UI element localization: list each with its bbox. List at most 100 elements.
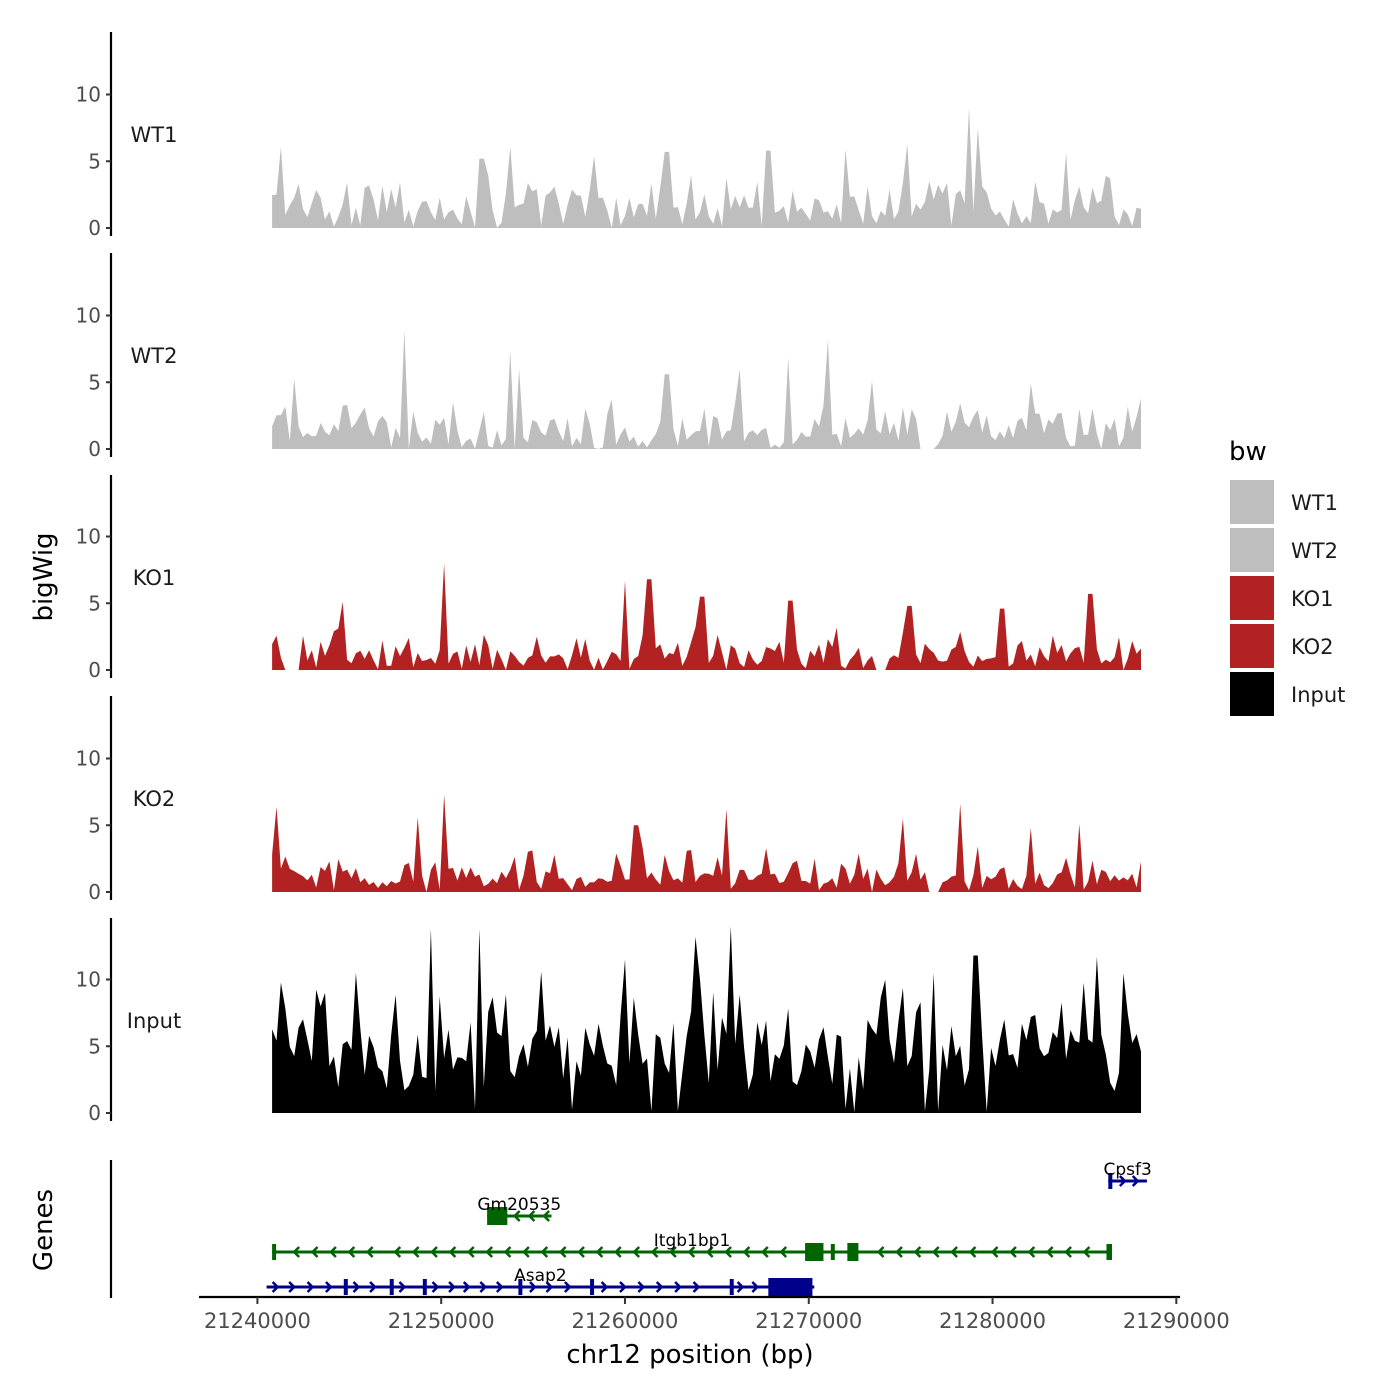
strand-arrow xyxy=(637,1281,646,1293)
gene-exon xyxy=(487,1207,508,1225)
strand-arrow xyxy=(779,1246,788,1258)
track-ko1: 0 5 10 KO1 xyxy=(76,475,1142,682)
gene-exon xyxy=(768,1278,813,1296)
strand-arrow xyxy=(398,1281,407,1293)
y-tick-label: 5 xyxy=(88,370,101,394)
strand-arrow xyxy=(913,1246,922,1258)
track-wt1: 0 5 10 WT1 xyxy=(76,32,1142,240)
y-tick-label: 5 xyxy=(88,591,101,615)
strand-arrow xyxy=(614,1246,622,1258)
strand-arrow xyxy=(479,1281,488,1293)
strand-arrow xyxy=(271,1281,280,1293)
strand-arrow xyxy=(990,1246,999,1258)
gene-exon xyxy=(518,1279,523,1295)
gene-label: Asap2 xyxy=(514,1266,567,1286)
track-label: WT1 xyxy=(131,123,178,147)
strand-arrow xyxy=(1131,1175,1140,1187)
legend-label-wt1: WT1 xyxy=(1291,491,1338,515)
strand-arrow xyxy=(751,1281,760,1293)
strand-arrow xyxy=(687,1246,696,1258)
strand-arrow xyxy=(600,1281,609,1293)
x-tick-label: 21280000 xyxy=(939,1309,1046,1333)
strand-arrow xyxy=(595,1246,604,1258)
x-tick-label: 21270000 xyxy=(755,1309,862,1333)
strand-arrow xyxy=(950,1246,958,1258)
track-label: WT2 xyxy=(131,344,178,368)
y-tick-label: 5 xyxy=(88,813,101,837)
strand-arrow xyxy=(466,1246,475,1258)
x-axis: 21240000 21250000 21260000 21270000 21280000… xyxy=(199,1295,1230,1333)
strand-arrow xyxy=(724,1246,732,1258)
y-tick-label: 5 xyxy=(88,149,101,173)
signal-area-input xyxy=(272,926,1142,1113)
gene-exon xyxy=(343,1279,348,1295)
strand-arrow xyxy=(563,1281,572,1293)
strand-arrow xyxy=(650,1246,659,1258)
gene-exon xyxy=(1108,1173,1113,1189)
y-tick-label: 0 xyxy=(88,437,101,461)
strand-arrow xyxy=(736,1281,745,1293)
strand-arrow xyxy=(1027,1246,1036,1258)
y-tick-label: 0 xyxy=(88,1101,101,1125)
strand-arrow xyxy=(1082,1246,1091,1258)
gene-asap2: Asap2 xyxy=(266,1266,815,1296)
track-label: KO1 xyxy=(133,566,176,590)
y-tick-label: 0 xyxy=(88,658,101,682)
signal-area-wt1 xyxy=(272,107,1142,228)
strand-arrow xyxy=(876,1246,885,1258)
x-tick-label: 21250000 xyxy=(388,1309,495,1333)
x-tick-label: 21290000 xyxy=(1123,1309,1230,1333)
gene-exon xyxy=(590,1279,595,1295)
strand-arrow xyxy=(895,1246,903,1258)
y-axis-title: bigWig xyxy=(29,532,59,621)
gene-exon xyxy=(272,1244,277,1260)
gene-exon xyxy=(729,1279,734,1295)
legend-swatch-input xyxy=(1230,672,1274,716)
strand-arrow xyxy=(527,1210,536,1222)
strand-arrow xyxy=(292,1246,301,1258)
gene-exon xyxy=(422,1279,427,1295)
strand-arrow xyxy=(540,1246,549,1258)
signal-area-wt2 xyxy=(272,330,1142,449)
y-tick-label: 10 xyxy=(76,747,101,771)
y-tick-label: 10 xyxy=(76,83,101,107)
x-tick-label: 21240000 xyxy=(204,1309,311,1333)
strand-arrow xyxy=(431,1281,440,1293)
legend: bw WT1 WT2 KO1 KO2 Input xyxy=(1229,437,1345,716)
y-tick-label: 5 xyxy=(88,1034,101,1058)
gene-track: Cpsf3 Gm20535 Itgb1bp1 Asap2 xyxy=(109,1160,1152,1298)
legend-label-wt2: WT2 xyxy=(1291,539,1338,563)
legend-title: bw xyxy=(1229,437,1267,467)
gene-cpsf3: Cpsf3 xyxy=(1103,1160,1152,1189)
legend-swatch-wt2 xyxy=(1230,528,1274,572)
strand-arrow xyxy=(529,1281,537,1293)
strand-arrow xyxy=(495,1281,504,1293)
signal-area-ko1 xyxy=(272,563,1142,670)
gene-itgb1bp1: Itgb1bp1 xyxy=(272,1231,1112,1261)
gene-exon xyxy=(847,1243,859,1261)
y-tick-label: 10 xyxy=(76,525,101,549)
x-axis-title: chr12 position (bp) xyxy=(566,1340,813,1370)
legend-label-ko2: KO2 xyxy=(1291,635,1334,659)
y-tick-label: 0 xyxy=(88,216,101,240)
strand-arrow xyxy=(655,1281,664,1293)
strand-arrow xyxy=(545,1281,554,1293)
strand-arrow xyxy=(448,1246,457,1258)
gene-gm20535: Gm20535 xyxy=(477,1195,561,1225)
track-ko2: 0 5 10 KO2 xyxy=(76,696,1142,904)
strand-arrow xyxy=(1064,1246,1072,1258)
signal-area-ko2 xyxy=(272,794,1142,892)
strand-arrow xyxy=(632,1246,641,1258)
strand-arrow xyxy=(577,1246,585,1258)
x-tick-label: 21260000 xyxy=(572,1309,679,1333)
gene-label: Itgb1bp1 xyxy=(654,1231,730,1251)
strand-arrow xyxy=(288,1281,296,1293)
strand-arrow xyxy=(325,1281,333,1293)
strand-arrow xyxy=(522,1246,530,1258)
strand-arrow xyxy=(503,1246,512,1258)
legend-swatch-ko1 xyxy=(1230,576,1274,620)
strand-arrow xyxy=(365,1246,374,1258)
gene-label: Gm20535 xyxy=(477,1195,561,1215)
strand-arrow xyxy=(1009,1246,1017,1258)
